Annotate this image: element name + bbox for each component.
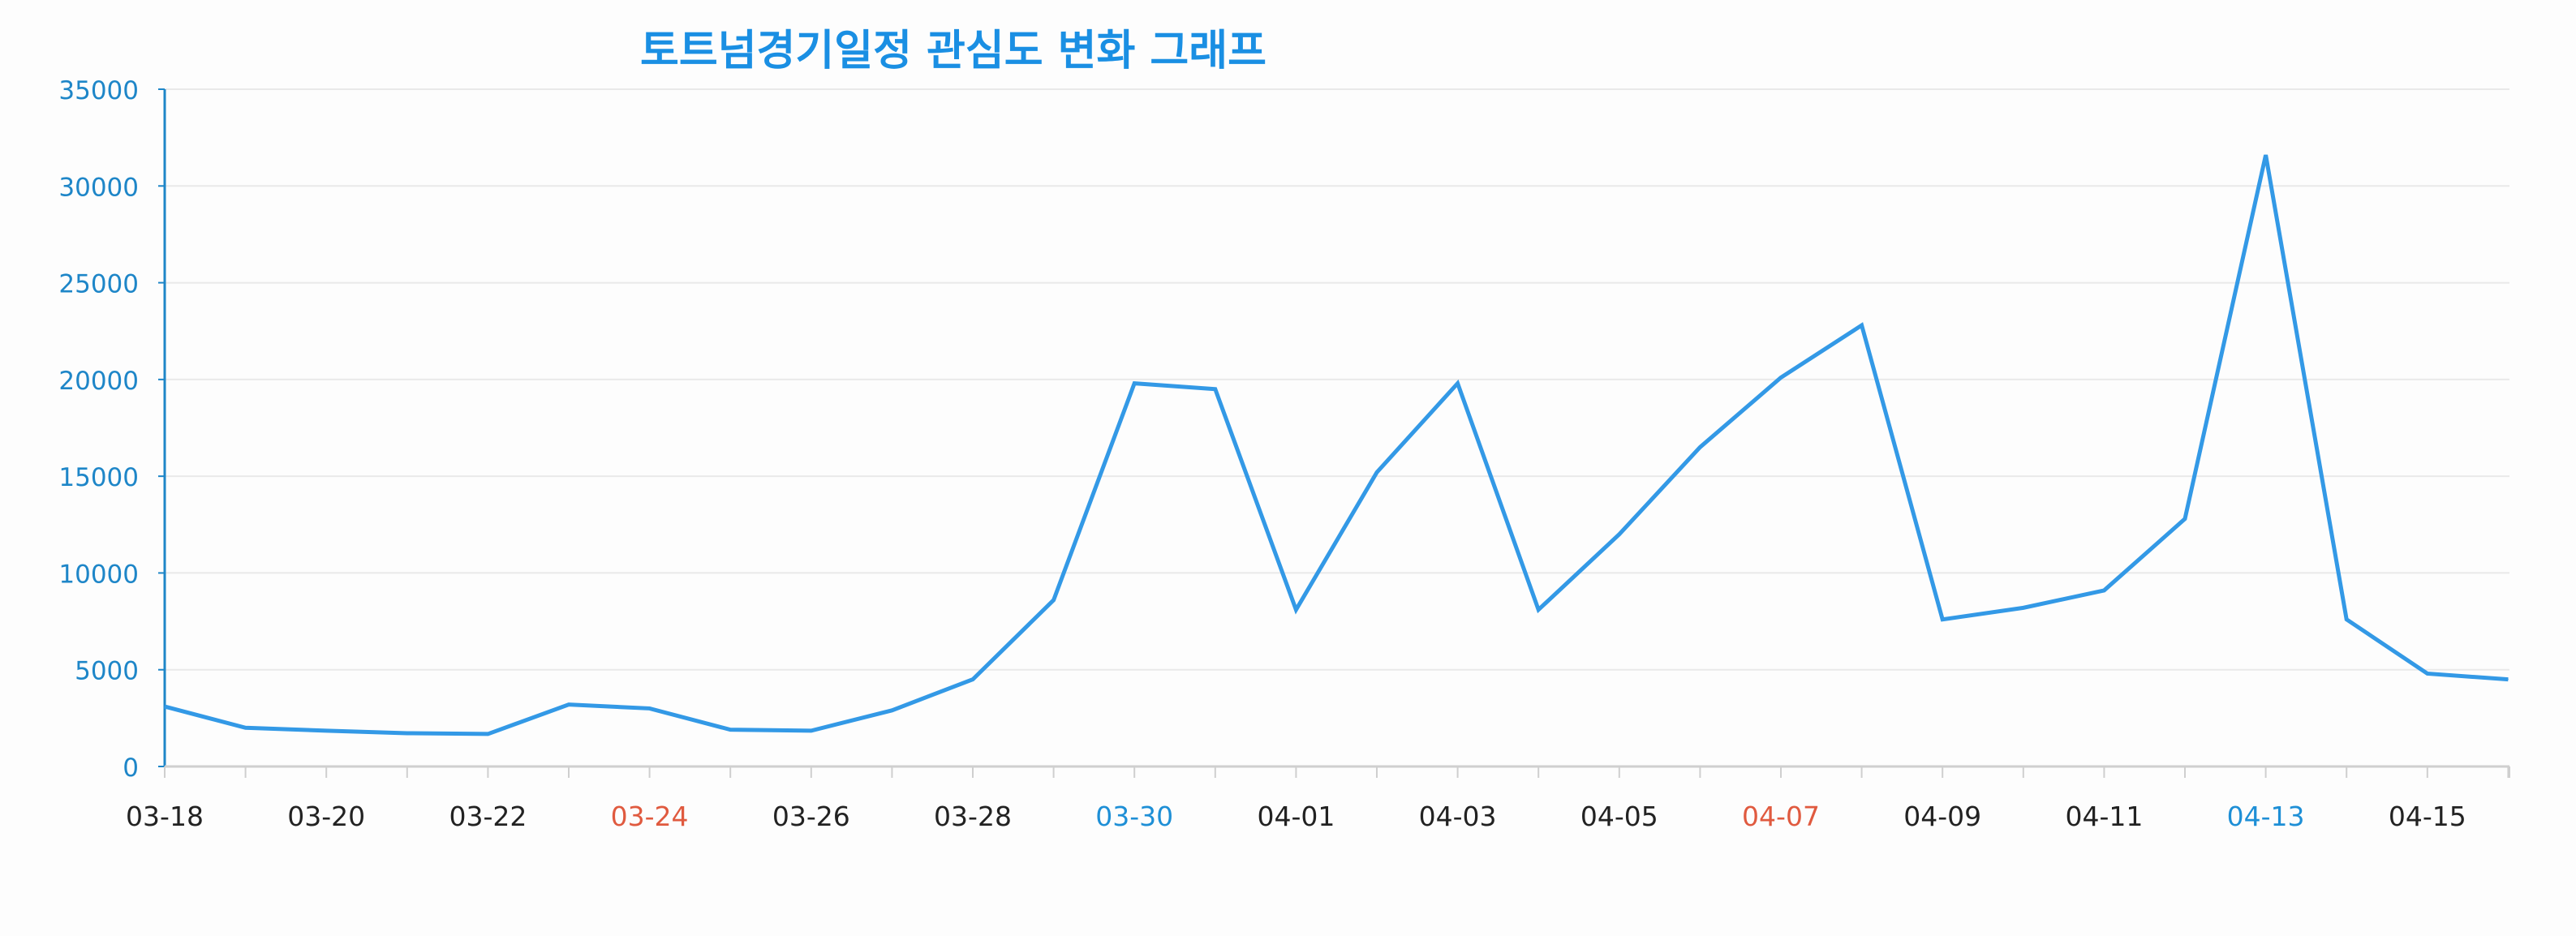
data-point bbox=[1133, 383, 1135, 384]
data-point bbox=[1699, 446, 1701, 448]
x-tick-label: 04-15 bbox=[2389, 801, 2466, 832]
y-tick-label: 25000 bbox=[58, 270, 139, 299]
x-tick-label: 03-18 bbox=[126, 801, 204, 832]
x-tick-label: 03-22 bbox=[449, 801, 527, 832]
y-tick-label: 30000 bbox=[58, 173, 139, 202]
data-point bbox=[2346, 619, 2347, 620]
data-point bbox=[1942, 619, 1943, 620]
x-tick-label: 04-03 bbox=[1419, 801, 1497, 832]
data-point bbox=[1053, 599, 1055, 601]
data-point bbox=[1376, 471, 1378, 473]
x-tick-label: 04-09 bbox=[1903, 801, 1981, 832]
x-tick-label: 03-24 bbox=[611, 801, 689, 832]
data-point bbox=[406, 732, 408, 734]
series-line bbox=[164, 154, 2509, 736]
data-point bbox=[1780, 376, 1782, 378]
data-point bbox=[568, 704, 570, 706]
data-point bbox=[2507, 679, 2509, 681]
data-point bbox=[1537, 609, 1539, 611]
grid-lines bbox=[165, 88, 2509, 671]
x-tick-label: 03-30 bbox=[1095, 801, 1173, 832]
data-point bbox=[1861, 324, 1863, 326]
y-tick-label: 5000 bbox=[75, 657, 139, 686]
series-layer bbox=[164, 154, 2509, 736]
x-tick-label: 04-11 bbox=[2065, 801, 2143, 832]
y-tick-label: 10000 bbox=[58, 560, 139, 589]
y-tick-label: 20000 bbox=[58, 367, 139, 396]
chart-title: 토트넘경기일정 관심도 변화 그래프 bbox=[640, 27, 1266, 75]
data-point bbox=[2265, 154, 2267, 156]
data-point bbox=[2427, 672, 2428, 674]
x-tick-label: 04-07 bbox=[1742, 801, 1820, 832]
x-tick-label: 04-05 bbox=[1580, 801, 1658, 832]
y-tick-label: 35000 bbox=[58, 76, 139, 105]
y-tick-label: 15000 bbox=[58, 463, 139, 492]
data-point bbox=[2184, 518, 2186, 520]
data-point bbox=[1295, 609, 1297, 611]
data-point bbox=[649, 707, 651, 709]
data-point bbox=[1457, 383, 1459, 384]
data-point bbox=[972, 679, 974, 681]
y-tick-label: 0 bbox=[123, 754, 139, 783]
data-point bbox=[729, 729, 731, 731]
y-axis: 0 5000 10000 15000 20000 25000 30000 35000 bbox=[58, 76, 166, 783]
x-tick-label: 04-01 bbox=[1257, 801, 1335, 832]
x-axis: 03-18 03-20 03-22 03-24 03-26 03-28 03-30 04-01… bbox=[126, 765, 2510, 832]
x-tick-label: 03-20 bbox=[287, 801, 365, 832]
data-point bbox=[164, 706, 166, 707]
x-tick-label: 03-28 bbox=[934, 801, 1012, 832]
data-point bbox=[325, 730, 327, 732]
x-tick-label: 03-26 bbox=[772, 801, 850, 832]
x-tick-label: 04-13 bbox=[2227, 801, 2305, 832]
